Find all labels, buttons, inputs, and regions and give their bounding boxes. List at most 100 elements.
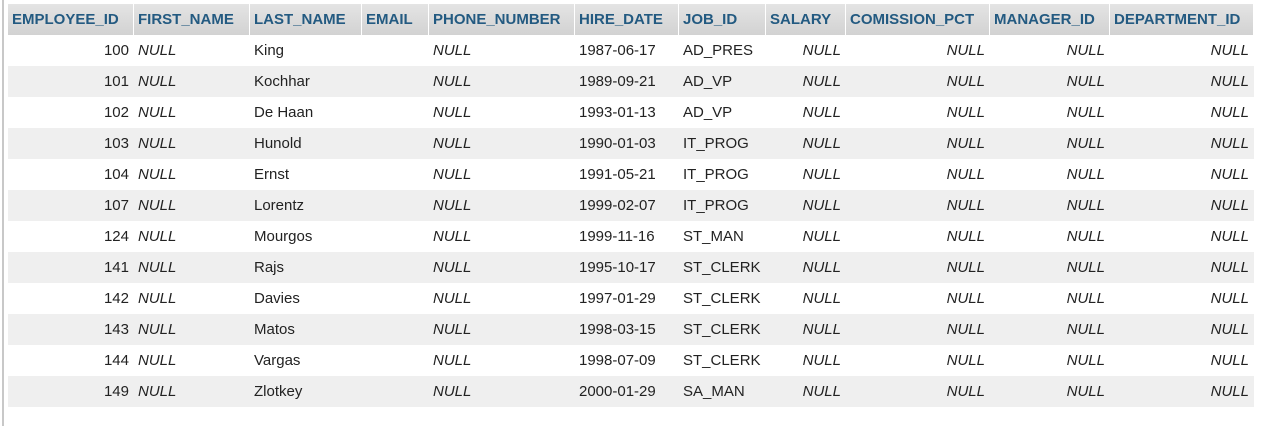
cell-hire-date: 1999-11-16 xyxy=(575,221,679,252)
table-row[interactable]: 101 NULL Kochhar NULL 1989-09-21 AD_VP NULL NUL… xyxy=(8,66,1254,97)
cell-first-name: NULL xyxy=(134,376,250,407)
cell-first-name: NULL xyxy=(134,66,250,97)
cell-employee-id: 104 xyxy=(8,159,134,190)
cell-email xyxy=(362,252,429,283)
cell-phone-number: NULL xyxy=(429,66,575,97)
cell-manager-id: NULL xyxy=(990,283,1110,314)
column-header-comission-pct[interactable]: COMISSION_PCT xyxy=(846,4,990,35)
table-row[interactable]: 141 NULL Rajs NULL 1995-10-17 ST_CLERK NULL NUL… xyxy=(8,252,1254,283)
column-header-salary[interactable]: SALARY xyxy=(766,4,846,35)
table-row[interactable]: 104 NULL Ernst NULL 1991-05-21 IT_PROG NULL NUL… xyxy=(8,159,1254,190)
cell-comission-pct: NULL xyxy=(846,345,990,376)
cell-phone-number: NULL xyxy=(429,128,575,159)
cell-comission-pct: NULL xyxy=(846,221,990,252)
cell-email xyxy=(362,159,429,190)
cell-comission-pct: NULL xyxy=(846,66,990,97)
cell-department-id: NULL xyxy=(1110,159,1254,190)
cell-first-name: NULL xyxy=(134,252,250,283)
cell-first-name: NULL xyxy=(134,35,250,66)
cell-manager-id: NULL xyxy=(990,66,1110,97)
cell-hire-date: 1998-07-09 xyxy=(575,345,679,376)
cell-department-id: NULL xyxy=(1110,376,1254,407)
cell-salary: NULL xyxy=(766,128,846,159)
cell-email xyxy=(362,314,429,345)
cell-department-id: NULL xyxy=(1110,128,1254,159)
cell-first-name: NULL xyxy=(134,159,250,190)
table-row[interactable]: 142 NULL Davies NULL 1997-01-29 ST_CLERK NULL N… xyxy=(8,283,1254,314)
cell-email xyxy=(362,66,429,97)
cell-department-id: NULL xyxy=(1110,314,1254,345)
column-header-hire-date[interactable]: HIRE_DATE xyxy=(575,4,679,35)
table-row[interactable]: 100 NULL King NULL 1987-06-17 AD_PRES NULL NULL… xyxy=(8,35,1254,66)
cell-last-name: De Haan xyxy=(250,97,362,128)
table-body: 100 NULL King NULL 1987-06-17 AD_PRES NULL NULL… xyxy=(8,35,1254,407)
column-header-job-id[interactable]: JOB_ID xyxy=(679,4,766,35)
header-row: EMPLOYEE_ID FIRST_NAME LAST_NAME EMAIL PHONE… xyxy=(8,4,1254,35)
cell-employee-id: 101 xyxy=(8,66,134,97)
cell-email xyxy=(362,221,429,252)
cell-employee-id: 149 xyxy=(8,376,134,407)
table-row[interactable]: 124 NULL Mourgos NULL 1999-11-16 ST_MAN NULL NU… xyxy=(8,221,1254,252)
cell-salary: NULL xyxy=(766,376,846,407)
cell-job-id: AD_VP xyxy=(679,97,766,128)
table-row[interactable]: 107 NULL Lorentz NULL 1999-02-07 IT_PROG NULL N… xyxy=(8,190,1254,221)
query-results-table: EMPLOYEE_ID FIRST_NAME LAST_NAME EMAIL PHONE… xyxy=(8,4,1254,407)
cell-hire-date: 1990-01-03 xyxy=(575,128,679,159)
cell-first-name: NULL xyxy=(134,128,250,159)
cell-employee-id: 141 xyxy=(8,252,134,283)
table-row[interactable]: 149 NULL Zlotkey NULL 2000-01-29 SA_MAN NULL NU… xyxy=(8,376,1254,407)
cell-hire-date: 2000-01-29 xyxy=(575,376,679,407)
cell-department-id: NULL xyxy=(1110,252,1254,283)
cell-job-id: ST_MAN xyxy=(679,221,766,252)
cell-salary: NULL xyxy=(766,252,846,283)
cell-manager-id: NULL xyxy=(990,252,1110,283)
cell-manager-id: NULL xyxy=(990,314,1110,345)
cell-comission-pct: NULL xyxy=(846,35,990,66)
cell-manager-id: NULL xyxy=(990,221,1110,252)
cell-hire-date: 1999-02-07 xyxy=(575,190,679,221)
cell-manager-id: NULL xyxy=(990,190,1110,221)
column-header-phone-number[interactable]: PHONE_NUMBER xyxy=(429,4,575,35)
cell-hire-date: 1998-03-15 xyxy=(575,314,679,345)
column-header-first-name[interactable]: FIRST_NAME xyxy=(134,4,250,35)
cell-email xyxy=(362,97,429,128)
table-row[interactable]: 102 NULL De Haan NULL 1993-01-13 AD_VP NULL NUL… xyxy=(8,97,1254,128)
cell-employee-id: 144 xyxy=(8,345,134,376)
cell-salary: NULL xyxy=(766,345,846,376)
cell-email xyxy=(362,283,429,314)
cell-last-name: Kochhar xyxy=(250,66,362,97)
column-header-last-name[interactable]: LAST_NAME xyxy=(250,4,362,35)
cell-job-id: ST_CLERK xyxy=(679,283,766,314)
cell-salary: NULL xyxy=(766,66,846,97)
table-row[interactable]: 144 NULL Vargas NULL 1998-07-09 ST_CLERK NULL N… xyxy=(8,345,1254,376)
cell-comission-pct: NULL xyxy=(846,159,990,190)
column-header-employee-id[interactable]: EMPLOYEE_ID xyxy=(8,4,134,35)
cell-last-name: Mourgos xyxy=(250,221,362,252)
cell-employee-id: 103 xyxy=(8,128,134,159)
cell-first-name: NULL xyxy=(134,345,250,376)
cell-salary: NULL xyxy=(766,283,846,314)
column-header-email[interactable]: EMAIL xyxy=(362,4,429,35)
cell-phone-number: NULL xyxy=(429,97,575,128)
cell-department-id: NULL xyxy=(1110,97,1254,128)
cell-hire-date: 1987-06-17 xyxy=(575,35,679,66)
cell-job-id: AD_VP xyxy=(679,66,766,97)
column-header-department-id[interactable]: DEPARTMENT_ID xyxy=(1110,4,1254,35)
cell-department-id: NULL xyxy=(1110,345,1254,376)
cell-hire-date: 1991-05-21 xyxy=(575,159,679,190)
cell-phone-number: NULL xyxy=(429,35,575,66)
cell-comission-pct: NULL xyxy=(846,252,990,283)
cell-employee-id: 124 xyxy=(8,221,134,252)
cell-last-name: Vargas xyxy=(250,345,362,376)
cell-phone-number: NULL xyxy=(429,221,575,252)
cell-first-name: NULL xyxy=(134,190,250,221)
cell-job-id: ST_CLERK xyxy=(679,314,766,345)
cell-phone-number: NULL xyxy=(429,159,575,190)
table-row[interactable]: 143 NULL Matos NULL 1998-03-15 ST_CLERK NULL NU… xyxy=(8,314,1254,345)
cell-manager-id: NULL xyxy=(990,159,1110,190)
cell-first-name: NULL xyxy=(134,283,250,314)
cell-phone-number: NULL xyxy=(429,190,575,221)
table-row[interactable]: 103 NULL Hunold NULL 1990-01-03 IT_PROG NULL NU… xyxy=(8,128,1254,159)
cell-employee-id: 102 xyxy=(8,97,134,128)
column-header-manager-id[interactable]: MANAGER_ID xyxy=(990,4,1110,35)
